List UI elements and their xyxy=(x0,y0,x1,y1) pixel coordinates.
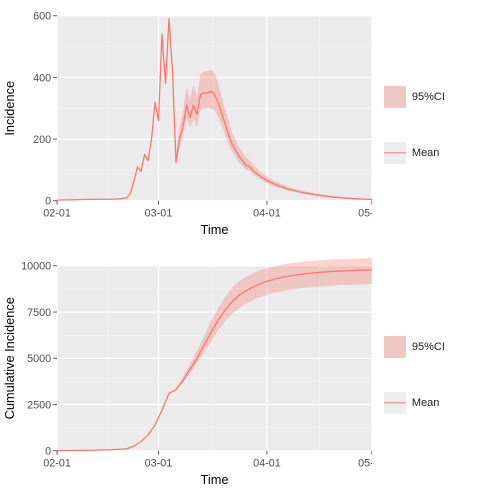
chart-incidence: 0 200 400 600 02-01 03-01 04-01 05-01 Time Incide… xyxy=(0,6,372,244)
legend-label-ci: 95%CI xyxy=(412,341,445,353)
y-axis-title: Incidence xyxy=(2,81,17,136)
y-tick-label: 600 xyxy=(33,11,51,23)
x-tick-label: 02-01 xyxy=(43,208,71,220)
y-tick-label: 400 xyxy=(33,72,51,84)
y-tick-label: 200 xyxy=(33,134,51,146)
x-axis-title: Time xyxy=(201,472,229,487)
legend-cumulative: 95%CI Mean xyxy=(372,256,500,494)
chart-cumulative: 0 2500 5000 7500 10000 02-01 03-01 04-01 05-01 Ti… xyxy=(0,256,372,494)
panel-row-cumulative: 0 2500 5000 7500 10000 02-01 03-01 04-01 05-01 Ti… xyxy=(0,256,500,494)
legend-item-ci: 95%CI xyxy=(384,86,500,108)
x-tick-label: 05-01 xyxy=(358,208,372,220)
legend-incidence: 95%CI Mean xyxy=(372,6,500,244)
legend-item-mean: Mean xyxy=(384,142,500,164)
legend-label-mean: Mean xyxy=(412,147,440,159)
legend-label-mean: Mean xyxy=(412,397,440,409)
legend-label-ci: 95%CI xyxy=(412,91,445,103)
figure: 0 200 400 600 02-01 03-01 04-01 05-01 Time Incide… xyxy=(0,0,500,500)
y-tick-label: 10000 xyxy=(21,261,51,273)
y-tick-label: 2500 xyxy=(27,399,51,411)
legend-item-mean: Mean xyxy=(384,392,500,414)
x-axis-title: Time xyxy=(201,222,229,237)
legend-key-mean xyxy=(384,142,406,164)
x-tick-label: 05-01 xyxy=(358,458,372,470)
legend-key-ci xyxy=(384,336,406,358)
x-tick-label: 04-01 xyxy=(253,458,281,470)
y-axis-title: Cumulative Incidence xyxy=(2,297,17,419)
x-tick-label: 03-01 xyxy=(145,208,173,220)
y-tick-label: 7500 xyxy=(27,307,51,319)
x-tick-label: 03-01 xyxy=(145,458,173,470)
legend-item-ci: 95%CI xyxy=(384,336,500,358)
panel-row-incidence: 0 200 400 600 02-01 03-01 04-01 05-01 Time Incide… xyxy=(0,6,500,244)
x-tick-label: 02-01 xyxy=(43,458,71,470)
legend-key-mean xyxy=(384,392,406,414)
x-tick-label: 04-01 xyxy=(253,208,281,220)
y-tick-label: 5000 xyxy=(27,353,51,365)
legend-key-ci xyxy=(384,86,406,108)
y-tick-label: 0 xyxy=(45,446,51,458)
y-tick-label: 0 xyxy=(45,196,51,208)
